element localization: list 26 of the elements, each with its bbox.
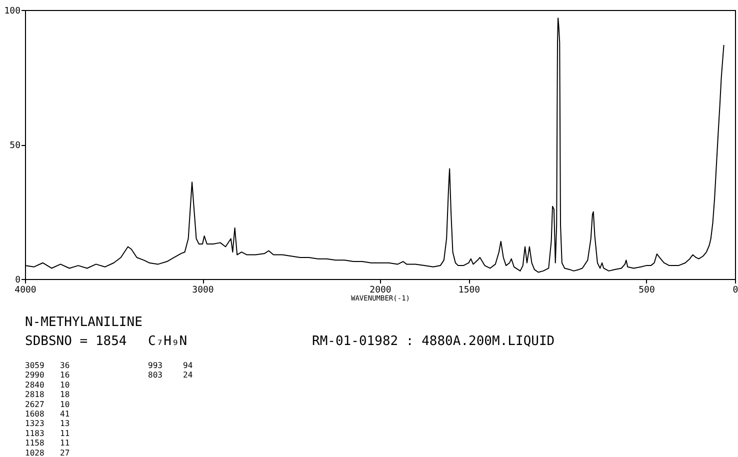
text: N-METHYLANILINE <box>25 315 142 330</box>
text: 2627 10 <box>25 400 70 409</box>
x-tick-label: 3000 <box>192 286 214 296</box>
text: 1183 11 <box>25 428 70 438</box>
text: 3059 36 <box>25 361 70 370</box>
text: 1028 27 <box>25 448 70 457</box>
text: 993 94 <box>148 361 193 370</box>
text: 2840 10 <box>25 380 70 390</box>
y-tick-label: 0 <box>15 276 20 286</box>
x-tick-label: 1500 <box>458 286 480 296</box>
x-tick-label: 0 <box>732 286 738 296</box>
text: 803 24 <box>148 370 193 380</box>
text: C₇H₉N <box>148 334 188 349</box>
text: RM-01-01982 : 4880A.200M.LIQUID <box>312 334 555 349</box>
text: 2990 16 <box>25 370 70 380</box>
text: 1158 11 <box>25 438 70 448</box>
text: SDBSNO = 1854 <box>25 334 127 349</box>
text: 1608 41 <box>25 410 70 418</box>
y-tick-label: 100 <box>4 6 20 16</box>
text: 2818 18 <box>25 390 70 400</box>
x-tick-label: 4000 <box>14 286 36 296</box>
line-series <box>24 18 724 273</box>
x-tick-label: 500 <box>638 286 655 296</box>
y-tick-label: 50 <box>10 141 20 151</box>
text: 1323 13 <box>25 419 70 428</box>
x-tick-label: 2000 <box>370 286 392 296</box>
